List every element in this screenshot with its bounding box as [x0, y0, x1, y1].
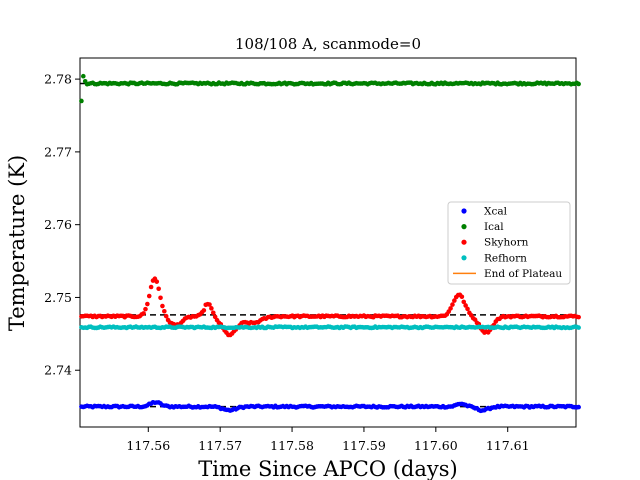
skyhorn-point	[146, 293, 152, 299]
y-axis-label: Temperature (K)	[5, 155, 29, 331]
legend-label-ical: Ical	[484, 221, 504, 233]
skyhorn-point	[452, 298, 457, 303]
x-tick-label: 117.60	[414, 438, 458, 453]
ical-point	[81, 73, 86, 79]
skyhorn-point	[154, 279, 160, 284]
skyhorn-point	[448, 306, 453, 311]
skyhorn-point	[201, 308, 207, 313]
x-tick-label: 117.57	[198, 438, 242, 453]
data-points	[79, 73, 581, 414]
skyhorn-point	[461, 299, 467, 305]
skyhorn-point	[160, 303, 165, 309]
skyhorn-point	[158, 295, 163, 301]
x-tick-label: 117.61	[486, 438, 530, 453]
skyhorn-point	[162, 308, 167, 314]
legend: Xcal Ical Skyhorn Refhorn End of Plateau	[447, 201, 571, 285]
x-tick-label: 117.59	[342, 438, 386, 453]
skyhorn-point	[210, 310, 216, 316]
skyhorn-point	[148, 284, 154, 290]
y-axis: 2.74 2.75 2.76 2.77 2.78	[44, 72, 80, 378]
legend-swatch-refhorn	[461, 255, 467, 261]
skyhorn-point	[156, 286, 161, 292]
x-tick-label: 117.56	[126, 438, 170, 453]
legend-label-refhorn: Refhorn	[484, 252, 527, 264]
legend-label-end-of-plateau: End of Plateau	[484, 268, 562, 280]
x-tick-label: 117.58	[270, 438, 314, 453]
chart-title: 108/108 A, scanmode=0	[235, 35, 421, 53]
y-tick-label: 2.74	[44, 363, 72, 378]
skyhorn-point	[143, 306, 148, 312]
legend-box	[447, 201, 571, 285]
skyhorn-point	[463, 303, 468, 308]
refhorn-point	[576, 325, 581, 330]
legend-swatch-xcal	[461, 208, 467, 214]
legend-swatch-ical	[461, 224, 467, 230]
x-axis-label: Time Since APCO (days)	[198, 457, 457, 480]
x-axis: 117.56 117.57 117.58 117.59 117.60 117.61	[126, 427, 530, 453]
xcal-point	[576, 404, 581, 410]
y-tick-label: 2.75	[44, 290, 72, 305]
y-tick-label: 2.76	[44, 217, 72, 232]
skyhorn-point	[450, 302, 455, 307]
skyhorn-point	[145, 301, 150, 307]
skyhorn-point	[576, 314, 581, 320]
legend-swatch-skyhorn	[461, 239, 467, 245]
ical-point	[576, 81, 581, 87]
skyhorn-point	[459, 294, 465, 300]
legend-label-xcal: Xcal	[484, 206, 508, 218]
skyhorn-point	[209, 306, 214, 311]
y-tick-label: 2.78	[44, 72, 72, 87]
y-tick-label: 2.77	[44, 144, 72, 159]
ical-point	[79, 98, 84, 104]
legend-label-skyhorn: Skyhorn	[484, 237, 529, 249]
skyhorn-point	[207, 302, 212, 307]
skyhorn-point	[141, 311, 146, 316]
skyhorn-point	[163, 313, 169, 319]
skyhorn-point	[465, 306, 470, 312]
